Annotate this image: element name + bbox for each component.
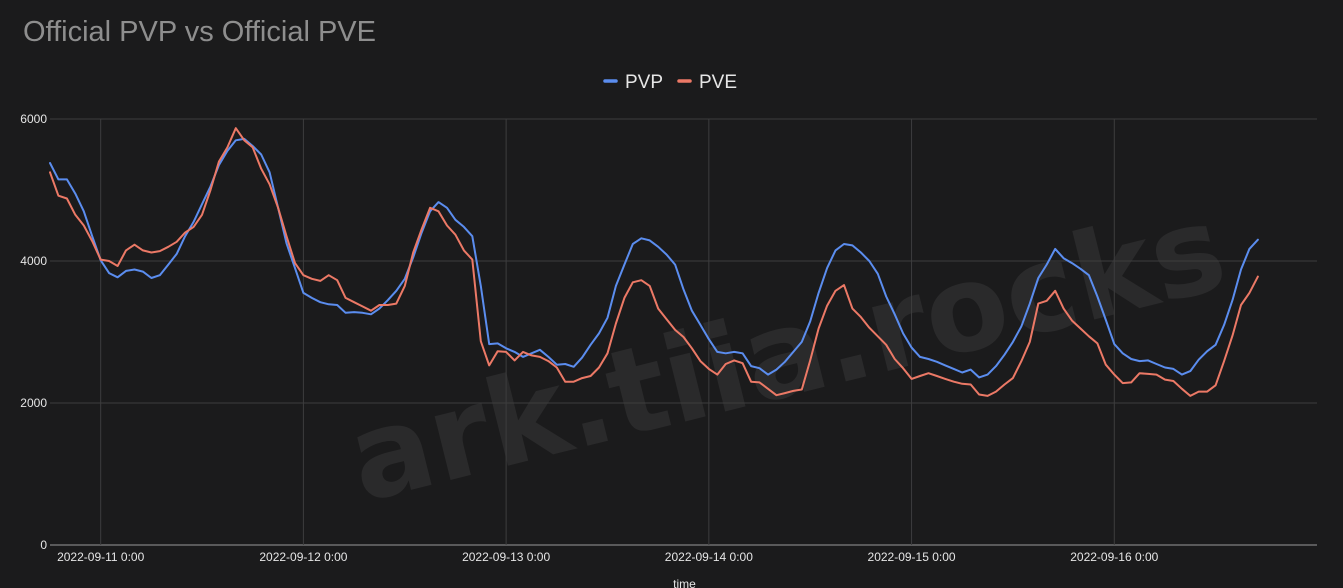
grid-lines — [50, 118, 1317, 546]
series-line-pvp — [49, 137, 1259, 379]
y-tick-label: 6000 — [20, 112, 47, 126]
x-tick-label: 2022-09-11 0:00 — [57, 550, 145, 564]
x-tick-label: 2022-09-14 0:00 — [665, 550, 753, 564]
series-line-pve — [49, 127, 1259, 397]
x-axis-title: time — [673, 577, 696, 588]
chart-title: Official PVP vs Official PVE — [23, 16, 376, 48]
watermark-text: ark.tiia.rocks — [336, 179, 1239, 531]
x-tick-label: 2022-09-13 0:00 — [462, 550, 550, 564]
series-lines — [49, 127, 1259, 397]
x-tick-label: 2022-09-16 0:00 — [1070, 550, 1158, 564]
legend: PVP PVE — [603, 72, 737, 93]
x-tick-label: 2022-09-12 0:00 — [259, 550, 347, 564]
x-tick-label: 2022-09-15 0:00 — [868, 550, 956, 564]
legend-label-pvp: PVP — [625, 72, 663, 93]
y-tick-label: 2000 — [20, 396, 47, 410]
y-tick-label: 4000 — [20, 254, 47, 268]
legend-label-pve: PVE — [699, 72, 737, 93]
y-tick-label: 0 — [40, 538, 47, 552]
axes: 0 2000 4000 6000 2022-09-11 0:00 2022-09-12 0… — [20, 112, 1158, 588]
